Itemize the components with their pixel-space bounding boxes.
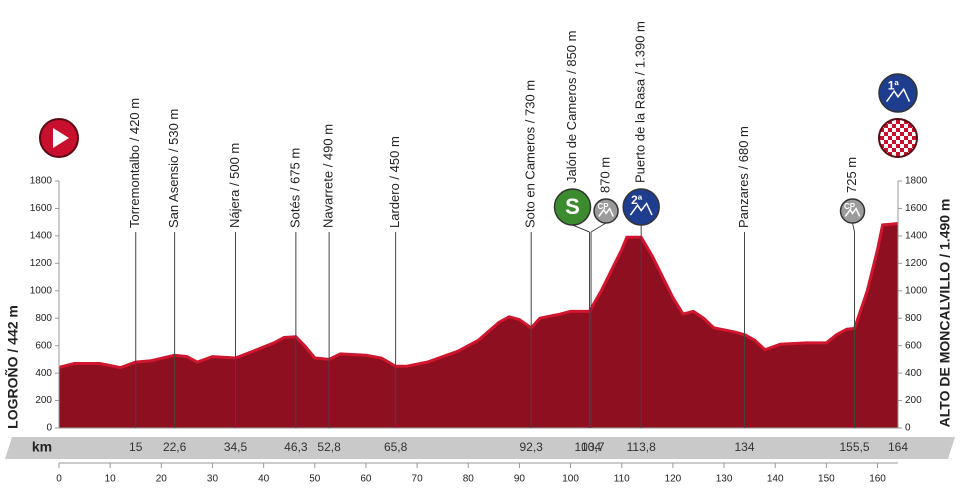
badge bbox=[622, 188, 660, 226]
y-tick-label: 1400 bbox=[30, 231, 53, 242]
y-tick-label-right: 1800 bbox=[905, 176, 928, 187]
waypoint-km: 103,7 bbox=[574, 440, 604, 454]
x-tick-label: 30 bbox=[207, 474, 219, 485]
waypoint-name: Sotés / 675 m bbox=[287, 148, 302, 228]
x-tick-label: 140 bbox=[767, 474, 784, 485]
waypoint-km: 22,6 bbox=[163, 440, 187, 454]
x-tick-label: 0 bbox=[56, 474, 62, 485]
y-tick-label-right: 1200 bbox=[905, 258, 928, 269]
y-tick-label-right: 1400 bbox=[905, 231, 928, 242]
waypoint-line bbox=[852, 222, 856, 233]
x-tick-label: 20 bbox=[156, 474, 168, 485]
waypoint-line bbox=[590, 222, 607, 233]
y-tick-label: 1000 bbox=[30, 285, 53, 296]
y-tick-label: 1600 bbox=[30, 203, 53, 214]
waypoint-km: 155,5 bbox=[839, 440, 869, 454]
badge bbox=[839, 198, 866, 224]
y-tick-label: 1800 bbox=[30, 176, 53, 187]
badge-label: CP bbox=[597, 202, 609, 211]
km-strip bbox=[5, 437, 955, 459]
x-tick-label: 130 bbox=[716, 474, 733, 485]
waypoint-km: 65,8 bbox=[384, 440, 408, 454]
y-tick-label-right: 600 bbox=[905, 340, 922, 351]
badge bbox=[553, 188, 592, 226]
waypoint-km: 92,3 bbox=[520, 440, 544, 454]
waypoint-km: 52,8 bbox=[317, 440, 341, 454]
finish-label: ALTO DE MONCALVILLO / 1.490 m bbox=[937, 199, 953, 428]
badge-mountain bbox=[629, 201, 653, 216]
waypoint-name: Navarrete / 490 m bbox=[321, 124, 336, 228]
waypoint-name: Nájera / 500 m bbox=[227, 143, 242, 228]
x-tick-label: 90 bbox=[514, 474, 526, 485]
waypoint-name: Soto en Cameros / 730 m bbox=[523, 80, 538, 228]
y-tick-label: 1200 bbox=[30, 258, 53, 269]
finish-flag bbox=[878, 118, 918, 158]
waypoint-name: San Asensio / 530 m bbox=[166, 109, 181, 228]
waypoint-km: 104 bbox=[581, 440, 601, 454]
badge-mountain bbox=[598, 207, 614, 217]
x-tick-label: 80 bbox=[463, 474, 475, 485]
x-tick-label: 40 bbox=[258, 474, 270, 485]
waypoint-km: 164 bbox=[888, 440, 908, 454]
waypoint-name: 725 m bbox=[844, 157, 859, 193]
y-tick-label-right: 1000 bbox=[905, 285, 928, 296]
profile-area bbox=[59, 223, 898, 428]
badge-label: 1ª bbox=[888, 79, 900, 93]
waypoint-km: 15 bbox=[129, 440, 143, 454]
waypoint-line bbox=[572, 224, 590, 233]
badge-mountain bbox=[844, 207, 861, 217]
waypoint-name: 870 m bbox=[597, 157, 612, 193]
badge bbox=[878, 73, 918, 113]
y-tick-label-right: 400 bbox=[905, 368, 922, 379]
badge-label: CP bbox=[844, 202, 856, 211]
start-badge bbox=[39, 118, 79, 158]
waypoint-km: 113,8 bbox=[627, 440, 656, 454]
x-tick-label: 70 bbox=[412, 474, 424, 485]
x-tick-label: 160 bbox=[869, 474, 886, 485]
x-tick-label: 60 bbox=[360, 474, 372, 485]
y-tick-label: 0 bbox=[46, 423, 52, 434]
y-tick-label: 200 bbox=[35, 395, 52, 406]
y-tick-label-right: 0 bbox=[905, 423, 911, 434]
y-tick-label-right: 200 bbox=[905, 395, 922, 406]
waypoint-name: Jalón de Cameros / 850 m bbox=[564, 31, 579, 183]
x-tick-label: 100 bbox=[562, 474, 579, 485]
waypoint-name: Puerto de la Rasa / 1.390 m bbox=[633, 21, 648, 183]
badge-mountain bbox=[885, 87, 911, 102]
x-tick-label: 120 bbox=[665, 474, 682, 485]
waypoint-name: Torremontalbo / 420 m bbox=[127, 98, 142, 228]
y-tick-label-right: 1600 bbox=[905, 203, 928, 214]
y-tick-label: 800 bbox=[35, 313, 52, 324]
x-axis-label: km bbox=[32, 439, 52, 455]
badge-label: 2ª bbox=[631, 193, 643, 207]
x-tick-label: 50 bbox=[309, 474, 321, 485]
start-label: LOGROÑO / 442 m bbox=[4, 305, 21, 429]
waypoint-name: Lardero / 450 m bbox=[387, 136, 402, 228]
waypoint-name: Panzares / 680 m bbox=[736, 126, 751, 228]
waypoint-km: 34,5 bbox=[224, 440, 248, 454]
badge bbox=[593, 198, 619, 224]
waypoint-km: 46,3 bbox=[284, 440, 308, 454]
y-tick-label: 600 bbox=[35, 340, 52, 351]
y-tick-label-right: 800 bbox=[905, 313, 922, 324]
badge-label: S bbox=[565, 194, 580, 219]
x-tick-label: 110 bbox=[614, 474, 630, 485]
x-tick-label: 150 bbox=[818, 474, 835, 485]
waypoint-km: 134 bbox=[735, 440, 755, 454]
x-tick-label: 10 bbox=[105, 474, 117, 485]
y-tick-label: 400 bbox=[35, 368, 52, 379]
